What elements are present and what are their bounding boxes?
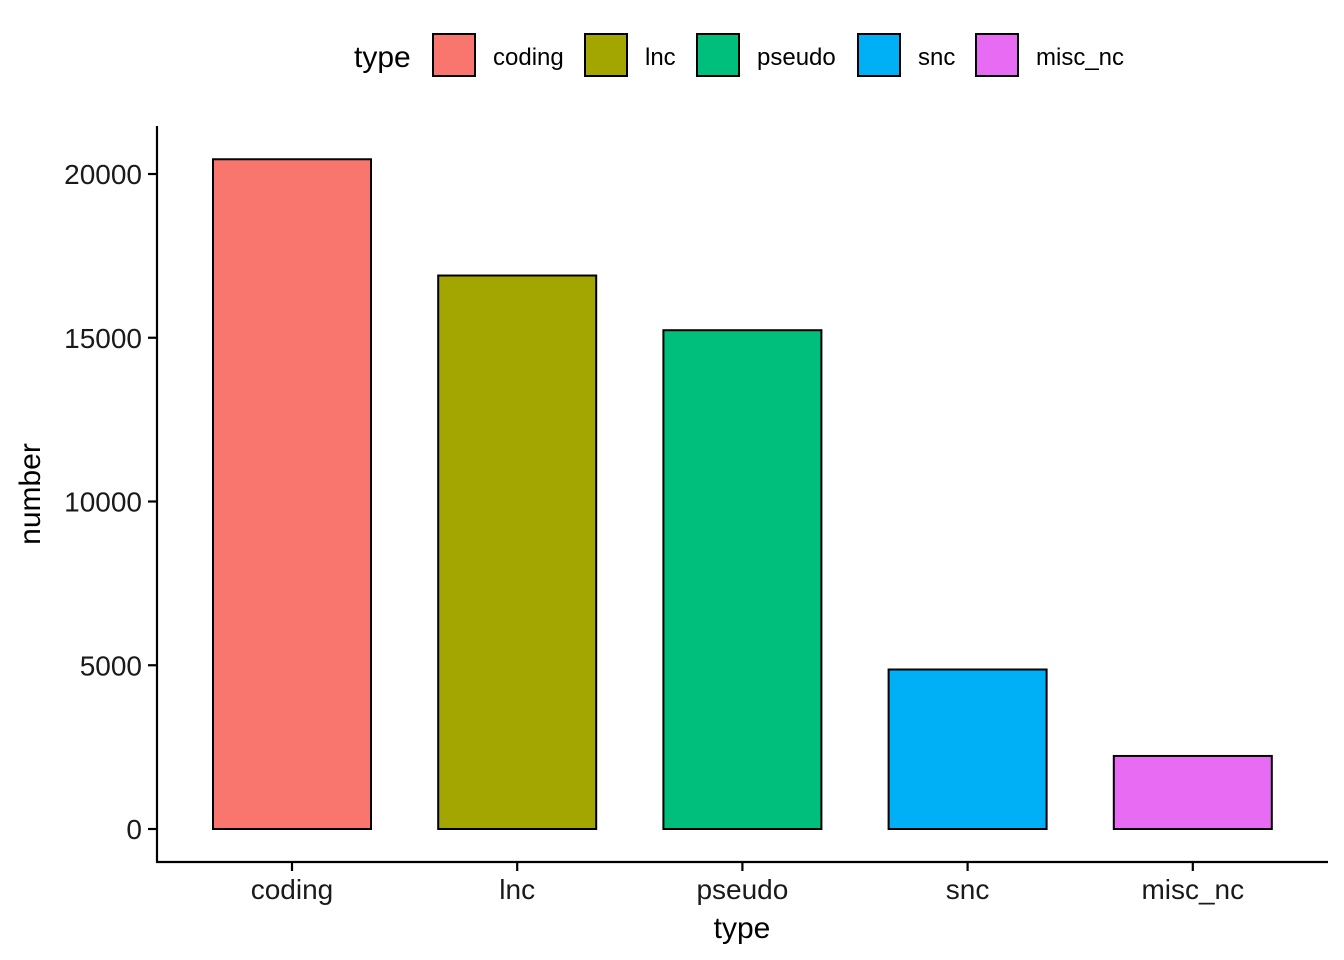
legend: type coding lnc pseudo snc misc_nc — [354, 33, 1124, 77]
y-tick-label: 0 — [126, 814, 142, 845]
legend-key-misc_nc — [975, 33, 1019, 77]
y-axis-title: number — [14, 443, 47, 545]
legend-label: pseudo — [757, 44, 836, 71]
legend-label: misc_nc — [1036, 44, 1124, 71]
x-tick-label: lnc — [499, 874, 535, 905]
x-tick-label: pseudo — [696, 874, 788, 905]
bar-snc — [887, 668, 1048, 830]
bar-lnc — [437, 274, 598, 830]
y-tick-label: 20000 — [64, 159, 142, 190]
bar-pseudo — [662, 329, 823, 830]
legend-label: snc — [918, 44, 955, 71]
x-tick-label: misc_nc — [1141, 874, 1244, 905]
legend-label: lnc — [645, 44, 676, 71]
x-axis-title: type — [714, 912, 771, 945]
legend-key-coding — [432, 33, 476, 77]
legend-label: coding — [493, 44, 564, 71]
legend-key-pseudo — [696, 33, 740, 77]
legend-key-snc — [857, 33, 901, 77]
bars — [212, 158, 1273, 831]
bar-coding — [212, 158, 372, 830]
y-tick-label: 10000 — [64, 487, 142, 518]
legend-key-lnc — [584, 33, 628, 77]
bar-misc_nc — [1112, 754, 1273, 831]
x-tick-label: snc — [946, 874, 990, 905]
x-tick-label: coding — [251, 874, 334, 905]
y-tick-label: 15000 — [64, 323, 142, 354]
legend-title: type — [354, 41, 411, 74]
axes: 0 5000 10000 15000 20000 coding lnc pseudo snc m… — [64, 126, 1328, 905]
y-tick-label: 5000 — [80, 650, 142, 681]
